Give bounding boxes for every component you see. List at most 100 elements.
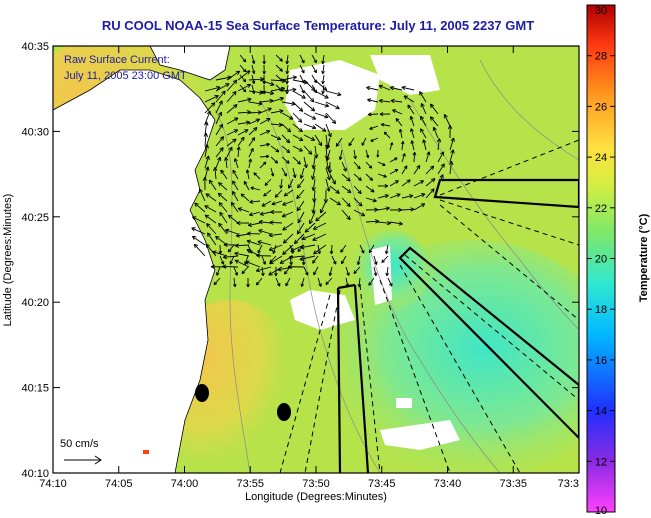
no-data-gap [160, 180, 190, 215]
current-vector-arrow [311, 167, 316, 180]
current-vector-arrow [270, 209, 283, 215]
current-vector-arrow [281, 112, 294, 120]
current-vector-arrow [292, 90, 306, 99]
current-vector-arrow [213, 277, 221, 286]
y-tick-label: 40:15 [21, 383, 49, 395]
scale-label: 50 cm/s [60, 438, 99, 450]
x-tick-label: 74:05 [105, 478, 133, 490]
current-vector-arrow [292, 112, 303, 123]
current-vector-arrow [367, 98, 379, 103]
current-vector-arrow [226, 129, 239, 136]
current-vector-arrow [383, 131, 391, 139]
current-vector-arrow [447, 125, 453, 139]
current-vector-arrow [365, 149, 370, 159]
current-vector-arrow [297, 178, 305, 189]
x-tick-label: 74:00 [171, 478, 199, 490]
current-vector-arrow [281, 75, 297, 81]
current-vector-arrow [222, 264, 239, 269]
current-vector-arrow [380, 122, 391, 127]
current-vector-arrow [390, 98, 403, 104]
current-vector-arrow [430, 103, 439, 115]
current-vector-arrow [401, 194, 414, 199]
current-vector-arrow [292, 101, 304, 112]
current-vector-arrow [255, 266, 272, 273]
current-vector-arrow [248, 137, 256, 147]
current-vector-arrow [385, 266, 390, 277]
colorbar-tick-label: 30 [595, 5, 607, 17]
current-vector-arrow [335, 137, 343, 147]
current-vector-arrow [401, 85, 415, 91]
current-vector-arrow [312, 233, 327, 241]
current-vector-arrow [325, 90, 342, 97]
current-vector-arrow [425, 188, 435, 199]
current-vector-arrow [420, 128, 427, 139]
current-vector-arrow [215, 235, 228, 246]
current-vector-arrow [341, 255, 347, 265]
current-vector-arrow [259, 130, 271, 136]
x-tick-label: 73:3 [558, 478, 579, 490]
current-label: Raw Surface Current: [64, 54, 170, 66]
current-vector-arrow [259, 154, 270, 159]
current-vector-arrow [389, 169, 399, 175]
current-vector-arrow [401, 179, 411, 187]
current-vector-arrow [226, 138, 237, 147]
current-vector-arrow [239, 54, 247, 63]
current-vector-arrow [365, 173, 374, 181]
current-vector-arrow [246, 231, 261, 236]
current-vector-arrow [285, 54, 290, 65]
current-vector-arrow [194, 202, 206, 213]
current-vector-arrow [368, 244, 375, 254]
current-vector-arrow [191, 227, 206, 235]
current-vector-arrow [317, 277, 322, 287]
current-vector-arrow [297, 211, 305, 224]
current-vector-arrow [277, 266, 294, 272]
current-vector-arrow [248, 101, 263, 106]
current-vector-arrow [309, 211, 316, 225]
current-vector-arrow [237, 207, 250, 213]
current-vector-arrow [207, 232, 217, 246]
current-vector-arrow [270, 109, 284, 114]
current-vector-arrow [303, 112, 317, 120]
current-vector-arrow [234, 259, 250, 268]
current-vector-arrow [239, 74, 247, 83]
current-vector-arrow [198, 188, 206, 202]
current-vector-arrow [281, 211, 294, 218]
colorbar-tick-label: 16 [595, 355, 607, 367]
current-vector-arrow [208, 179, 217, 191]
current-vector-arrow [367, 112, 379, 117]
current-vector-arrow [275, 84, 283, 92]
radar-beam-lines [279, 139, 579, 473]
current-vector-arrow [303, 266, 309, 276]
colorbar-tick-label: 10 [595, 505, 607, 517]
current-vector-arrow [227, 214, 239, 224]
x-tick-label: 73:35 [499, 478, 527, 490]
current-vector-arrow [202, 176, 208, 191]
current-vector-arrow [377, 183, 389, 188]
current-vector-arrow [429, 116, 439, 127]
current-vector-arrow [365, 185, 375, 193]
current-vector-arrow [261, 266, 265, 277]
current-vector-arrow [328, 266, 333, 277]
current-vector-arrow [261, 200, 272, 207]
current-vector-arrow [412, 151, 417, 163]
current-vector-arrow [226, 79, 238, 92]
current-vector-arrow [311, 74, 317, 84]
current-vector-arrow [377, 206, 390, 211]
current-vector-arrow [193, 243, 206, 257]
current-vector-arrow [205, 193, 217, 202]
current-vector-arrow [215, 147, 224, 158]
current-vector-arrow [216, 266, 221, 276]
current-vector-arrow [226, 104, 238, 114]
current-vector-arrow [299, 84, 305, 94]
current-vector-arrow [341, 209, 351, 221]
current-vector-arrow [248, 211, 261, 217]
current-vector-arrow [250, 186, 261, 191]
current-vector-arrow [233, 266, 239, 276]
colorbar-ticks: 30 28 26 24 22 20 18 16 14 12 10 [587, 4, 615, 517]
current-vector-arrow [300, 277, 305, 287]
current-vector-arrow [377, 161, 386, 166]
current-vector-arrow [331, 255, 337, 265]
current-vector-arrow [218, 222, 228, 235]
current-vector-arrow [325, 277, 333, 286]
current-vector-arrow [292, 123, 303, 133]
